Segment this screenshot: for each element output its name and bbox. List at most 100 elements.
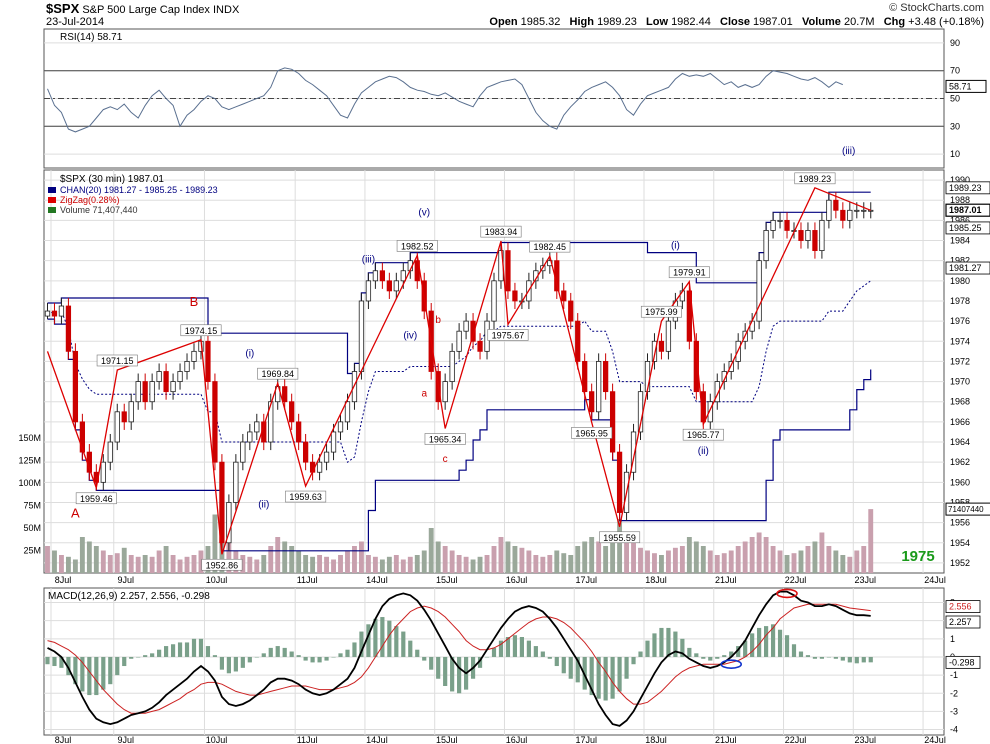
wave-label: (iv) [403,330,417,341]
macd-histogram-bar [610,656,615,699]
macd-histogram-bar [205,646,211,657]
macd-histogram-bar [87,656,92,696]
wave-label: (iii) [362,255,375,266]
macd-histogram-bar [240,656,245,668]
legend-entry: CHAN(20) 1981.27 - 1985.25 - 1989.23 [60,185,218,195]
volume-bar [428,528,434,573]
wave-label: (ii) [698,446,709,457]
pivot-label-box [794,172,836,185]
volume-bar [631,541,636,573]
candle-body [358,300,365,372]
volume-bar [791,553,797,573]
candle-body [456,330,462,352]
price-tick-label: 1962 [950,457,970,467]
candle-body [589,391,595,413]
volume-bar [861,546,867,573]
candle-body [386,280,392,292]
candle-body [268,401,274,443]
candle-body [114,411,120,443]
candle-body [686,290,692,342]
volume-bar [156,550,162,573]
macd-histogram-bar [540,651,545,657]
volume-bar [756,532,762,573]
macd-histogram-bar [554,656,559,667]
pivot-label: 1965.77 [687,430,720,440]
rsi-title: RSI(14) 58.71 [60,32,123,43]
macd-histogram-bar [380,617,385,657]
macd-histogram-bar [854,656,859,664]
volume-bar [128,555,134,573]
volume-bar [414,555,420,573]
x-tick-label: 11Jul [297,735,318,744]
macd-histogram-bar [750,633,755,657]
volume-bar [596,541,602,573]
macd-histogram-bar [59,656,64,668]
macd-histogram-bar [652,633,657,657]
macd-tick-label: -2 [950,688,958,698]
price-last-box [945,261,990,275]
candle-body [191,350,197,362]
volume-bar [547,555,553,573]
pivot-label-box [599,531,641,544]
pivot-label: 1971.15 [101,356,134,366]
volume-bar [498,537,504,573]
x-tick-label: 8Jul [55,735,72,744]
volume-bar [763,537,769,573]
candle-body [665,320,672,352]
rsi-wave-annotation: (iii) [842,146,855,157]
x-tick-label: 10Jul [206,575,228,585]
candle-body [575,320,581,362]
macd-histogram-bar [415,649,420,657]
volume-bar [303,555,309,573]
macd-histogram-bar [484,656,490,658]
candle-body [840,209,846,221]
macd-histogram-bar [282,647,287,657]
volume-bar [310,556,316,573]
zigzag-line [46,186,871,555]
macd-histogram-bar [457,656,462,694]
macd-histogram-bar [436,656,441,679]
macd-histogram-bar [617,656,622,692]
candle-body [135,381,141,403]
candle-body [240,441,246,463]
macd-histogram-bar [177,642,183,657]
close-label: Close [720,16,750,28]
volume-label: Volume [801,16,841,28]
volume-tick-label: 75M [23,501,41,511]
macd-histogram-bar [477,656,483,668]
price-tick-label: 1986 [950,215,970,225]
pivot-label: 1983.94 [485,227,518,237]
pivot-label-box [487,329,529,341]
macd-histogram-bar [638,651,643,657]
pivot-label-box [571,427,613,439]
volume-bar [589,537,595,573]
pivot-label: 1982.52 [401,241,434,251]
volume-bar [372,556,378,573]
high-value: 1989.23 [597,16,637,28]
volume-bar [728,550,734,573]
macd-histogram-bar [533,646,538,657]
macd-histogram-bar [366,624,371,657]
x-tick-label: 11Jul [297,575,318,585]
macd-histogram-bar [122,656,127,667]
candle-body [156,371,162,382]
volume-bar [379,559,385,573]
x-tick-label: 18Jul [645,735,667,744]
macd-histogram-bar [317,656,322,663]
macd-histogram-bar [352,642,357,657]
rsi-tick-label: 90 [950,38,960,48]
macd-histogram-bar [373,618,378,657]
macd-histogram-bar [659,627,664,657]
candle-body [282,386,288,403]
macd-histogram-bar [94,656,99,696]
candle-body [379,270,386,282]
candle-body [861,209,867,212]
volume-bar [826,546,832,573]
volume-bar [812,541,818,573]
macd-tick-label: 1 [950,634,955,644]
legend-swatch [48,187,56,193]
pivot-label-box [682,428,724,441]
candle-body [442,381,448,403]
chart-date: 23-Jul-2014 [46,16,105,28]
candle-body [289,401,295,423]
